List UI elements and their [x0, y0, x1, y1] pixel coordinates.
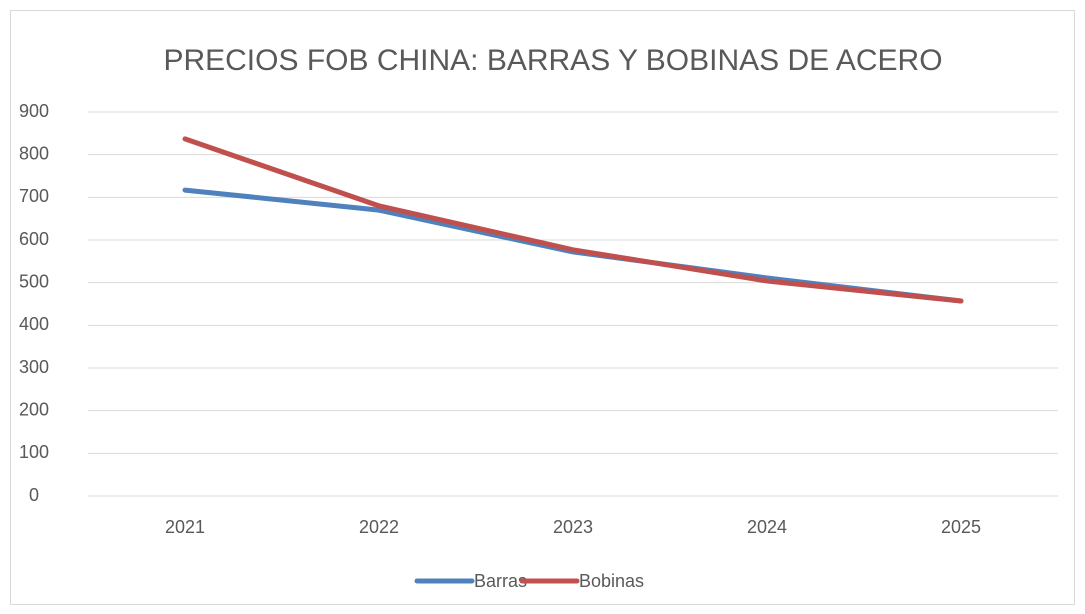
y-tick-label: 0 — [29, 485, 39, 505]
y-tick-label: 600 — [19, 229, 49, 249]
y-tick-label: 500 — [19, 271, 49, 291]
y-tick-label: 100 — [19, 442, 49, 462]
y-tick-label: 200 — [19, 399, 49, 419]
series-line — [182, 136, 964, 304]
y-tick-label: 800 — [19, 143, 49, 163]
chart-title: PRECIOS FOB CHINA: BARRAS Y BOBINAS DE A… — [163, 44, 942, 77]
y-tick-label: 300 — [19, 357, 49, 377]
legend-label: Barras — [474, 571, 527, 591]
chart-border — [10, 10, 1075, 605]
x-tick-label: 2023 — [553, 517, 593, 537]
y-tick-label: 700 — [19, 186, 49, 206]
y-tick-label: 900 — [19, 101, 49, 121]
x-tick-label: 2022 — [359, 517, 399, 537]
y-tick-label: 400 — [19, 314, 49, 334]
x-tick-label: 2025 — [941, 517, 981, 537]
x-tick-label: 2024 — [747, 517, 787, 537]
legend-label: Bobinas — [579, 571, 644, 591]
x-tick-label: 2021 — [165, 517, 205, 537]
